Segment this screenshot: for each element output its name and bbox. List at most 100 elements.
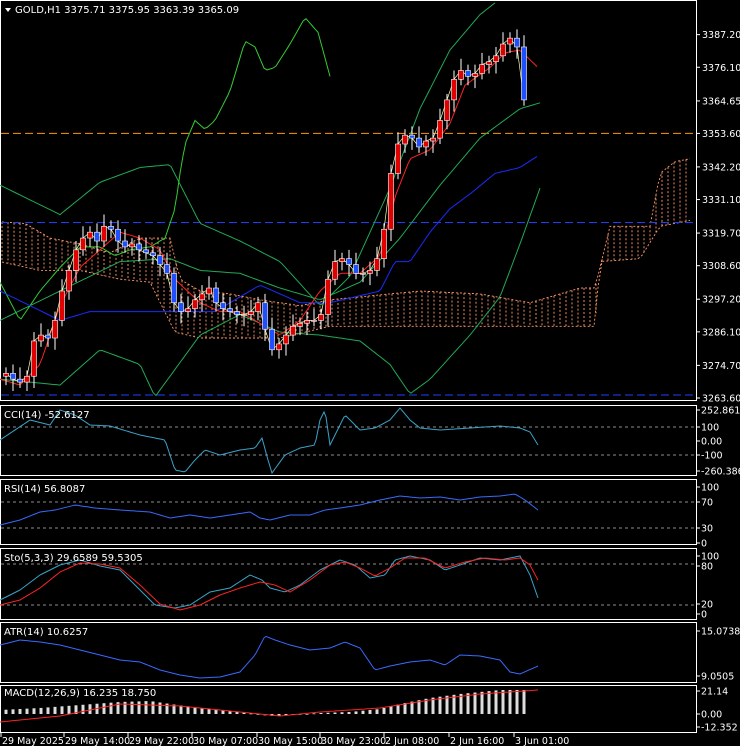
y-tick-label: 3308.60 xyxy=(702,261,740,272)
y-tick-label: 3297.20 xyxy=(702,295,740,306)
macd-histogram-bar xyxy=(228,711,232,714)
candle-body xyxy=(521,46,527,101)
macd-histogram-bar xyxy=(186,706,190,714)
candle-body xyxy=(164,264,170,274)
atr-label: ATR(14) 10.6257 xyxy=(4,627,88,638)
macd-histogram-bar xyxy=(235,711,239,714)
macd-histogram-bar xyxy=(179,705,183,714)
macd-signal-line xyxy=(0,689,539,723)
y-tick-label: 3353.60 xyxy=(702,129,740,140)
candle-body xyxy=(276,343,282,351)
y-tick-label: -100 xyxy=(701,451,723,462)
candle-body xyxy=(304,320,310,324)
macd-histogram-bar xyxy=(354,711,358,714)
y-tick-label: 0 xyxy=(701,539,707,550)
candle-body xyxy=(185,308,191,312)
candle-body xyxy=(402,134,408,145)
candle-body xyxy=(122,240,128,248)
sto-label: Sto(5,3,3) 29.6589 59.5305 xyxy=(4,553,143,564)
candle-body xyxy=(423,140,429,148)
candle-body xyxy=(94,231,100,242)
y-tick-label: 3263.60 xyxy=(702,394,740,405)
macd-histogram-bar xyxy=(88,704,92,714)
candle-body xyxy=(241,314,247,316)
main-pane-frame xyxy=(0,0,697,401)
macd-histogram-bar xyxy=(256,714,260,715)
macd-histogram-bar xyxy=(172,704,176,714)
stochastic-signal xyxy=(0,557,539,611)
y-tick-label: 3376.10 xyxy=(702,63,740,74)
chikou-span xyxy=(0,18,331,320)
candle-body xyxy=(129,243,135,248)
candle-body xyxy=(38,334,44,342)
candle-body xyxy=(227,308,233,312)
candle-body xyxy=(24,375,30,383)
macd-histogram-bar xyxy=(137,701,141,714)
candle-body xyxy=(213,287,219,304)
candle-body xyxy=(283,334,289,345)
candle-body xyxy=(353,264,359,274)
macd-histogram-bar xyxy=(74,705,78,714)
candle-body xyxy=(206,287,212,295)
x-tick-label: 29 May 14:00 xyxy=(65,736,130,746)
y-tick-label: 3387.20 xyxy=(702,30,740,41)
y-tick-label: 20 xyxy=(701,600,713,611)
y-tick-label: 252.8612 xyxy=(701,406,740,417)
candle-body xyxy=(178,302,184,312)
candle-body xyxy=(17,378,23,383)
y-tick-label: 3342.20 xyxy=(702,162,740,173)
y-tick-label: 100 xyxy=(701,552,719,563)
macd-histogram-bar xyxy=(515,690,519,714)
y-tick-label: 70 xyxy=(701,498,713,509)
candle-body xyxy=(108,226,114,230)
macd-histogram-bar xyxy=(375,709,379,714)
macd-histogram-bar xyxy=(200,708,204,714)
macd-histogram-bar xyxy=(221,710,225,714)
x-tick-label: 2 Jun 08:00 xyxy=(385,736,439,746)
candle-body xyxy=(234,311,240,315)
dropdown-triangle-icon[interactable] xyxy=(5,8,11,12)
macd-histogram-bar xyxy=(501,690,505,714)
macd-histogram-bar xyxy=(494,690,498,714)
candle-body xyxy=(31,340,37,377)
y-tick-label: 100 xyxy=(701,423,719,434)
candle-body xyxy=(367,270,373,274)
candle-body xyxy=(416,137,422,148)
candle-body xyxy=(395,143,401,174)
macd-histogram-bar xyxy=(438,696,442,714)
candle-body xyxy=(101,226,107,242)
macd-histogram-bar xyxy=(487,691,491,714)
stochastic-main xyxy=(0,555,539,609)
macd-histogram-bar xyxy=(60,706,64,714)
macd-histogram-bar xyxy=(151,701,155,714)
macd-histogram-bar xyxy=(158,702,162,714)
candle-body xyxy=(444,99,450,121)
macd-histogram-bar xyxy=(326,712,330,714)
kijun-sen xyxy=(0,155,538,321)
macd-histogram-bar xyxy=(4,709,8,714)
macd-histogram-bar xyxy=(165,703,169,714)
candle-body xyxy=(507,37,513,45)
candle-body xyxy=(66,270,72,292)
macd-histogram-bar xyxy=(466,693,470,714)
candle-body xyxy=(332,261,338,280)
candle-body xyxy=(45,334,51,339)
macd-histogram-bar xyxy=(508,690,512,714)
bollinger-middle xyxy=(0,102,541,321)
macd-histogram-bar xyxy=(305,713,309,715)
y-tick-label: -260.3866 xyxy=(701,467,740,478)
candle-body xyxy=(136,243,142,251)
rsi-pane-frame xyxy=(0,479,697,545)
macd-histogram-bar xyxy=(193,707,197,714)
macd-histogram-bar xyxy=(368,710,372,714)
macd-histogram-bar xyxy=(32,708,36,714)
candle-body xyxy=(479,64,485,74)
candle-body xyxy=(80,237,86,251)
macd-histogram-bar xyxy=(116,702,120,714)
macd-histogram-bar xyxy=(277,714,281,716)
macd-histogram-bar xyxy=(11,709,15,714)
candle-body xyxy=(87,231,93,239)
